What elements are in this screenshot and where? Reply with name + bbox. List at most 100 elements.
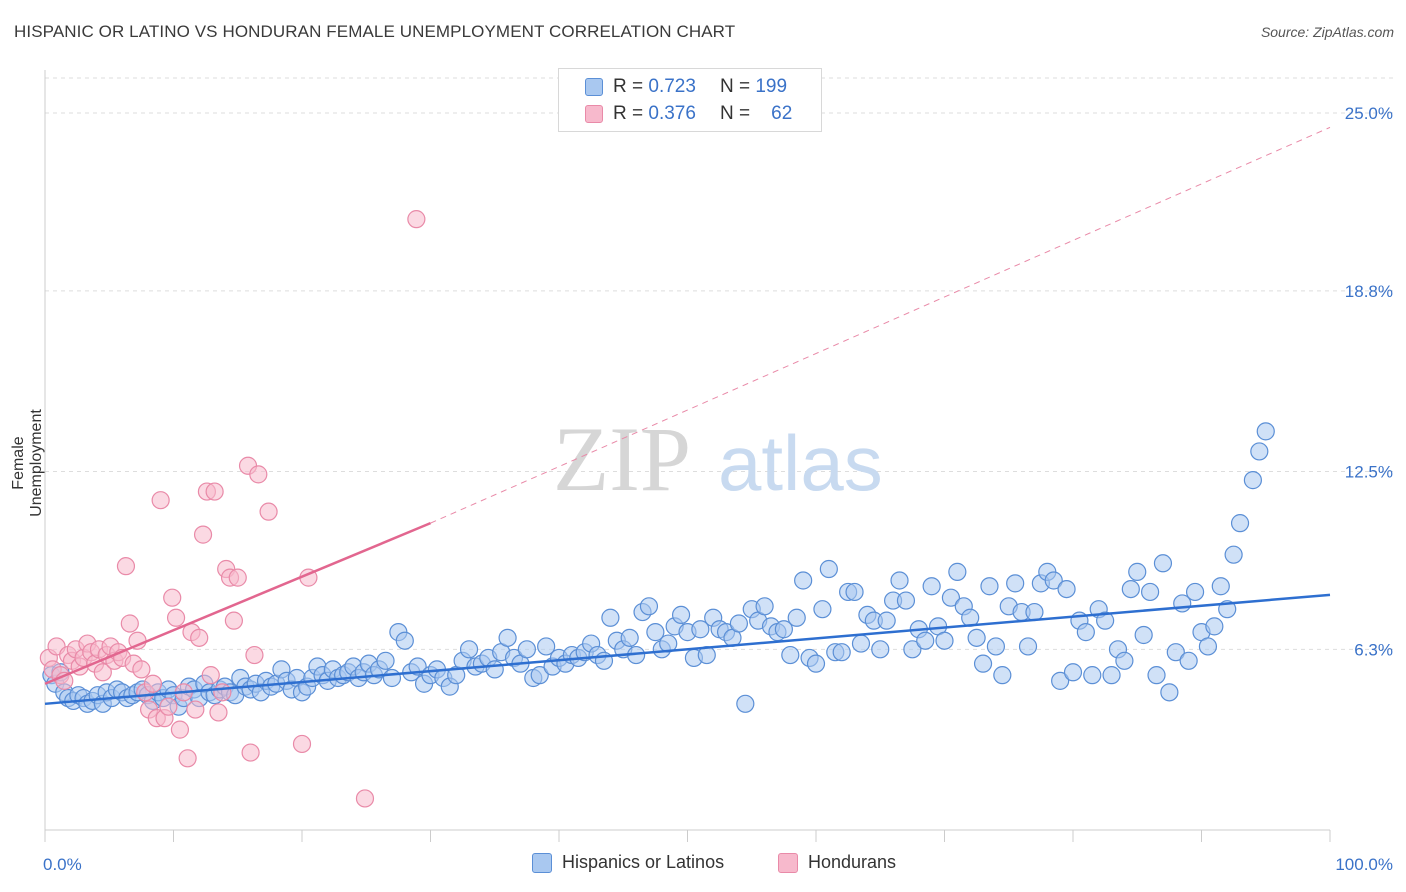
point-hispanics [1243, 471, 1263, 490]
point-hondurans [201, 666, 220, 685]
point-hispanics [916, 631, 935, 650]
trend-line-hondurans-extension [430, 126, 1331, 524]
point-hondurans [166, 608, 186, 627]
point-hondurans [205, 482, 224, 501]
series-hondurans-points [39, 210, 426, 808]
x-tick-label: 0.0% [43, 855, 82, 874]
point-hispanics [376, 651, 395, 670]
point-hondurans [186, 700, 205, 719]
point-hondurans [193, 525, 213, 544]
point-hispanics [774, 620, 793, 639]
y-tick-label: 18.8% [1345, 282, 1393, 301]
point-hispanics [755, 597, 774, 616]
point-hispanics [1121, 579, 1140, 599]
point-hispanics [1102, 666, 1121, 685]
point-hispanics [1205, 617, 1224, 636]
point-hondurans [249, 465, 268, 484]
y-axis-label: Female Unemployment [10, 409, 45, 517]
point-hispanics [382, 668, 402, 688]
legend-swatch-blue [585, 78, 603, 96]
point-hondurans [209, 703, 228, 722]
point-hispanics [1063, 663, 1083, 682]
point-hispanics [896, 591, 916, 610]
legend-row-hondurans: R = 0.376 N = 62 [585, 102, 792, 126]
point-hispanics [1115, 651, 1134, 670]
point-hispanics [845, 582, 864, 602]
legend-label-hispanics: Hispanics or Latinos [562, 852, 725, 872]
point-hispanics [485, 660, 504, 679]
point-hispanics [1198, 637, 1218, 656]
point-hispanics [877, 611, 896, 630]
legend-item-hondurans[interactable]: Hondurans [778, 852, 896, 873]
legend-swatch-blue [532, 852, 552, 873]
point-hispanics [1250, 442, 1269, 461]
point-hispanics [395, 631, 414, 650]
point-hispanics [781, 645, 800, 665]
point-hondurans [159, 697, 178, 716]
point-hispanics [890, 571, 909, 590]
point-hispanics [980, 577, 999, 596]
point-hispanics [832, 643, 851, 662]
point-hispanics [1153, 554, 1173, 573]
point-hispanics [1128, 562, 1147, 581]
point-hispanics [729, 614, 749, 633]
point-hondurans [259, 502, 278, 521]
point-hispanics [1224, 545, 1243, 564]
y-tick-labels: 6.3% 12.5% 18.8% 25.0% [1345, 104, 1393, 659]
point-hispanics [646, 623, 665, 642]
point-hispanics [1025, 602, 1044, 622]
point-hispanics [459, 640, 479, 659]
point-hondurans [245, 645, 264, 665]
point-hondurans [213, 683, 232, 702]
point-hondurans [355, 789, 375, 808]
point-hispanics [935, 631, 954, 650]
legend-row-hispanics: R = 0.723 N = 199 [585, 75, 787, 99]
point-hispanics [671, 605, 691, 625]
point-hondurans [292, 734, 312, 754]
legend-swatch-pink [585, 105, 603, 123]
point-hispanics [1134, 625, 1153, 645]
point-hispanics [736, 694, 755, 713]
legend-r-label: R = [613, 103, 644, 124]
legend-r-label: R = [613, 76, 644, 97]
legend-item-hispanics[interactable]: Hispanics or Latinos [532, 852, 724, 873]
point-hispanics [1256, 422, 1275, 441]
point-hispanics [794, 571, 813, 590]
point-hispanics [851, 634, 871, 653]
point-hispanics [498, 628, 517, 647]
point-hondurans [407, 210, 426, 229]
point-hispanics [1211, 577, 1230, 596]
legend-swatch-pink [778, 852, 798, 873]
point-hispanics [1006, 574, 1025, 593]
legend-n-value: 62 [771, 103, 793, 124]
point-hispanics [993, 666, 1012, 685]
point-hispanics [903, 640, 922, 659]
point-hondurans [163, 588, 182, 607]
point-hispanics [517, 640, 536, 659]
point-hispanics [1051, 671, 1070, 690]
point-hondurans [178, 749, 197, 768]
trend-lines [44, 126, 1331, 706]
point-hispanics [948, 562, 967, 581]
point-hispanics [1096, 611, 1115, 630]
watermark-atlas: atlas [718, 419, 883, 507]
x-tick-labels: 0.0% 100.0% [43, 855, 1393, 874]
trend-line-hondurans [44, 521, 431, 685]
y-tick-label: 6.3% [1354, 640, 1393, 659]
point-hispanics [1166, 643, 1185, 662]
point-hispanics [1057, 579, 1076, 599]
y-tick-label: 12.5% [1345, 463, 1393, 482]
point-hispanics [973, 654, 993, 673]
legend-r-value: 0.723 [648, 76, 696, 97]
legend-n-value: 199 [755, 76, 788, 97]
point-hispanics [530, 666, 549, 685]
point-hondurans [93, 663, 112, 682]
legend-n-label: N = [719, 76, 751, 97]
chart-title: HISPANIC OR LATINO VS HONDURAN FEMALE UN… [14, 22, 736, 41]
point-hispanics [806, 654, 826, 673]
point-hispanics [787, 608, 806, 627]
point-hispanics [1044, 571, 1063, 590]
point-hispanics [1185, 582, 1205, 602]
x-tick-label: 100.0% [1335, 855, 1393, 874]
